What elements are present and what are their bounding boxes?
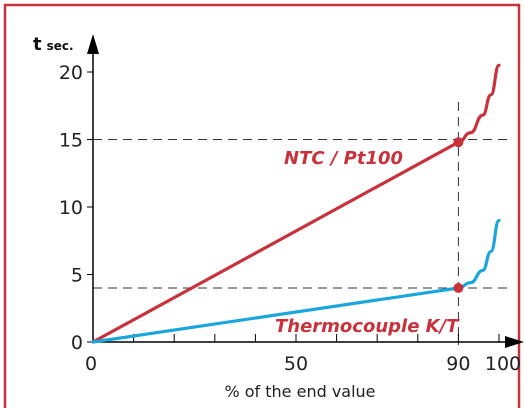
x-tick-label: 100 xyxy=(485,353,521,375)
reference-lines xyxy=(93,102,512,345)
y-tick-label: 5 xyxy=(71,265,83,287)
series-line-1 xyxy=(91,63,501,344)
x-axis-arrow xyxy=(505,336,524,348)
data-point-marker xyxy=(453,137,464,148)
x-axis-title: % of the end value xyxy=(224,382,375,401)
y-tick-label: 10 xyxy=(59,197,83,219)
labels-layer: t sec. % of the end value NTC / Pt100 Thermo… xyxy=(33,34,460,401)
series-label: NTC / Pt100 xyxy=(284,148,403,169)
y-tick-label: 20 xyxy=(59,62,83,84)
data-point-marker xyxy=(453,283,464,293)
x-tick-label: 90 xyxy=(446,353,470,375)
y-tick-label: 0 xyxy=(71,332,83,354)
y-axis-arrow xyxy=(87,34,99,54)
series-line-2 xyxy=(91,218,501,344)
x-tick-label: 50 xyxy=(284,353,308,375)
axes: 0 5 10 15 20 0 50 90 100 xyxy=(59,34,524,375)
y-axis-title: t sec. xyxy=(33,34,74,55)
y-tick-label: 15 xyxy=(59,130,83,152)
x-tick-label: 0 xyxy=(85,353,97,375)
series-layer xyxy=(91,63,501,344)
series-label: Thermocouple K/T xyxy=(275,316,460,337)
markers-layer xyxy=(453,137,464,293)
